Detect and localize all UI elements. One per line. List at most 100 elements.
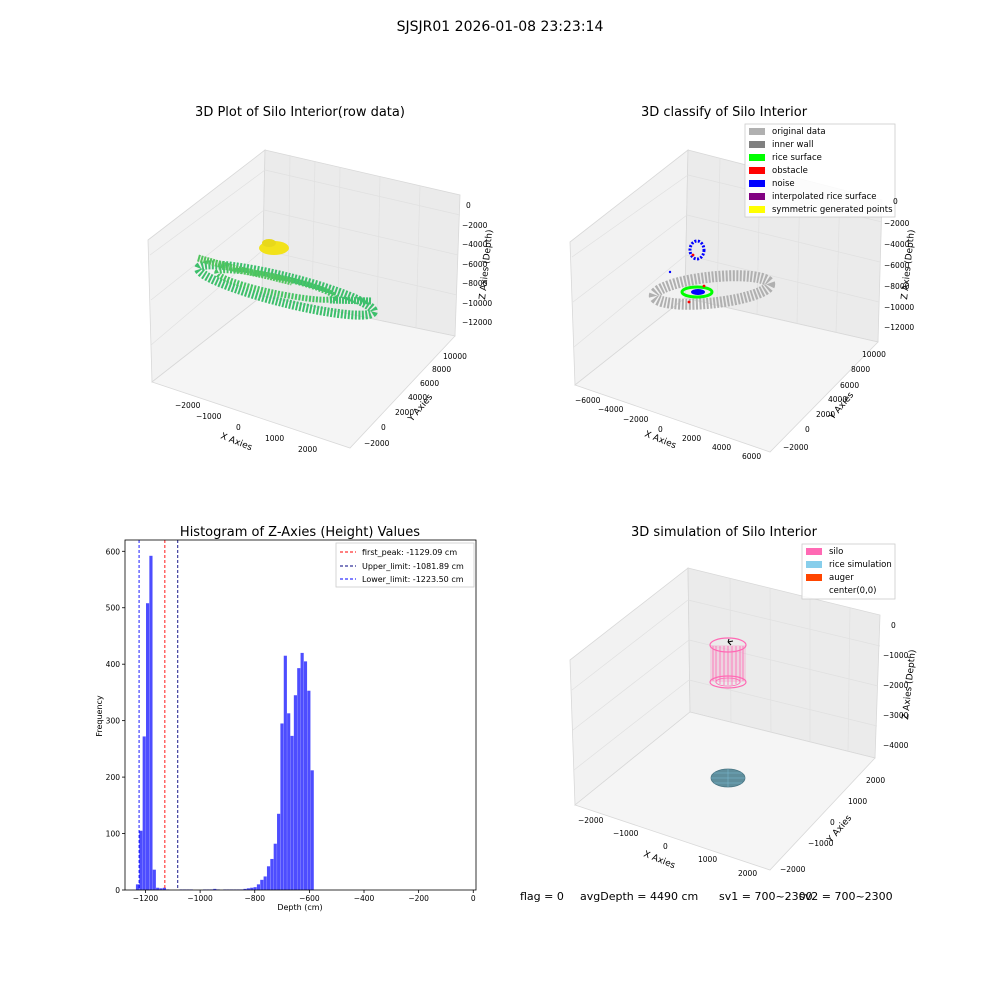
histogram-bar — [142, 736, 146, 890]
histogram-bar — [297, 668, 301, 890]
silo-bottom-rim — [709, 675, 747, 689]
histogram-bar — [280, 723, 284, 890]
legend-label-first-peak: first_peak: -1129.09 cm — [362, 548, 457, 557]
histogram-bar — [277, 813, 281, 890]
legend-label-rice-surface: rice surface — [772, 153, 822, 163]
classify-3d-obstacle-point — [691, 253, 695, 257]
histogram-xtick-label: −800 — [244, 894, 265, 903]
panel-histogram: Histogram of Z-Axies (Height) Values −12… — [95, 525, 477, 912]
raw-3d-xtick: 2000 — [298, 445, 317, 454]
classify-3d-ztick: −10000 — [884, 303, 914, 312]
simulation-3d-ytick: −2000 — [780, 865, 806, 874]
classify-3d-legend: original data inner wall rice surface ob… — [744, 123, 896, 218]
legend-label-lower-limit: Lower_limit: -1223.50 cm — [362, 575, 464, 584]
histogram-bar — [300, 652, 304, 890]
classify-3d-ytick: −2000 — [783, 443, 809, 452]
classify-3d-ztick: −2000 — [884, 219, 910, 228]
raw-3d-xlabel: X Axies — [219, 432, 254, 454]
legend-label-rice-simulation: rice simulation — [829, 560, 892, 570]
histogram-bar — [159, 888, 163, 890]
raw-3d-ztick: −10000 — [462, 299, 492, 308]
histogram-xtick-label: −200 — [408, 894, 429, 903]
simulation-3d-xtick: −2000 — [578, 816, 604, 825]
histogram-xtick-label: −400 — [354, 894, 375, 903]
panel-raw-3d: 3D Plot of Silo Interior(row data) −2000… — [147, 105, 495, 454]
simulation-3d-xtick: −1000 — [613, 829, 639, 838]
histogram-bar — [303, 661, 308, 890]
legend-label-auger: auger — [829, 573, 854, 583]
histogram-bar — [146, 603, 150, 890]
panel-simulation-3d: 3D simulation of Silo Interior silo rice… — [569, 525, 918, 878]
histogram-bar — [156, 887, 160, 890]
histogram-bar — [307, 690, 311, 890]
silo-bottom-inner — [715, 677, 741, 687]
simulation-3d-xtick: 2000 — [738, 869, 757, 878]
classify-3d-ytick: 10000 — [862, 350, 886, 359]
raw-3d-ztick: −12000 — [462, 318, 492, 327]
classify-3d-xtick: 0 — [658, 425, 663, 434]
histogram-legend: first_peak: -1129.09 cm Upper_limit: -10… — [335, 542, 475, 588]
histogram-xtick-label: 0 — [471, 894, 476, 903]
simulation-3d-ytick: 0 — [830, 818, 835, 827]
histogram-frame — [124, 539, 477, 891]
simulation-3d-objects — [709, 637, 747, 788]
simulation-3d-panes — [569, 567, 881, 871]
histogram-legend-frame — [335, 542, 475, 588]
histogram-bar — [293, 695, 297, 890]
histogram-xtick-label: −1000 — [187, 894, 213, 903]
legend-swatch-noise — [749, 180, 765, 187]
classify-3d-obstacle-point — [687, 300, 691, 304]
histogram-bar — [260, 879, 264, 890]
center-marker — [727, 638, 734, 646]
histogram-bar — [256, 884, 261, 890]
legend-swatch-original-data — [749, 128, 765, 135]
simulation-3d-xtick: 1000 — [698, 855, 717, 864]
raw-3d-ztick: −8000 — [462, 279, 488, 288]
legend-label-interpolated: interpolated rice surface — [772, 192, 877, 202]
classify-3d-ytick: 2000 — [816, 410, 835, 419]
raw-3d-ring-outer — [194, 260, 378, 320]
legend-swatch-obstacle — [749, 167, 765, 174]
status-flag: flag = 0 — [520, 890, 564, 903]
legend-label-obstacle: obstacle — [772, 166, 808, 176]
classify-3d-noise-point — [668, 270, 672, 274]
histogram-bar — [139, 830, 143, 890]
classify-3d-xtick: 6000 — [742, 452, 761, 461]
raw-3d-ytick: 0 — [381, 423, 386, 432]
rice-simulation-mesh — [711, 769, 745, 787]
simulation-3d-ztick: −1000 — [883, 651, 909, 660]
histogram-xtick-label: −1200 — [133, 894, 159, 903]
classify-3d-xtick: −2000 — [623, 415, 649, 424]
raw-3d-ticks: −2000 −1000 0 1000 2000 −2000 0 2000 400… — [175, 201, 492, 454]
classify-3d-noise-center — [691, 289, 705, 295]
raw-3d-floor-pane — [151, 295, 456, 449]
legend-swatch-rice-surface — [749, 154, 765, 161]
classify-3d-ztick: −4000 — [884, 240, 910, 249]
simulation-3d-ytick: 2000 — [866, 776, 885, 785]
legend-label-upper-limit: Upper_limit: -1081.89 cm — [362, 562, 464, 571]
histogram-bar — [213, 888, 217, 890]
simulation-3d-ticks: −2000 −1000 0 1000 2000 −2000 −1000 0 10… — [578, 621, 909, 878]
classify-3d-ztick: −12000 — [884, 323, 914, 332]
legend-label-inner-wall: inner wall — [772, 140, 813, 150]
classify-3d-legend-frame — [744, 123, 896, 218]
classify-3d-title: 3D classify of Silo Interior — [641, 105, 808, 120]
raw-3d-ridge — [197, 254, 293, 286]
histogram-bar — [135, 884, 140, 890]
legend-label-noise: noise — [772, 179, 795, 189]
silo-cylinder-lines — [712, 646, 744, 685]
histogram-bar — [250, 887, 254, 890]
raw-3d-ytick: −2000 — [364, 439, 390, 448]
raw-3d-title: 3D Plot of Silo Interior(row data) — [195, 105, 405, 120]
histogram-title: Histogram of Z-Axies (Height) Values — [180, 525, 420, 540]
histogram-bar — [263, 876, 267, 890]
simulation-3d-floor-pane — [574, 711, 876, 871]
histogram-bar — [162, 887, 166, 890]
raw-3d-ytick: 8000 — [432, 365, 451, 374]
classify-3d-obstacle-point — [702, 284, 706, 288]
histogram-ytick-label: 300 — [106, 717, 121, 726]
raw-3d-xtick: 1000 — [265, 434, 284, 443]
raw-3d-ytick: 6000 — [420, 379, 439, 388]
histogram-ytick-label: 100 — [106, 830, 121, 839]
